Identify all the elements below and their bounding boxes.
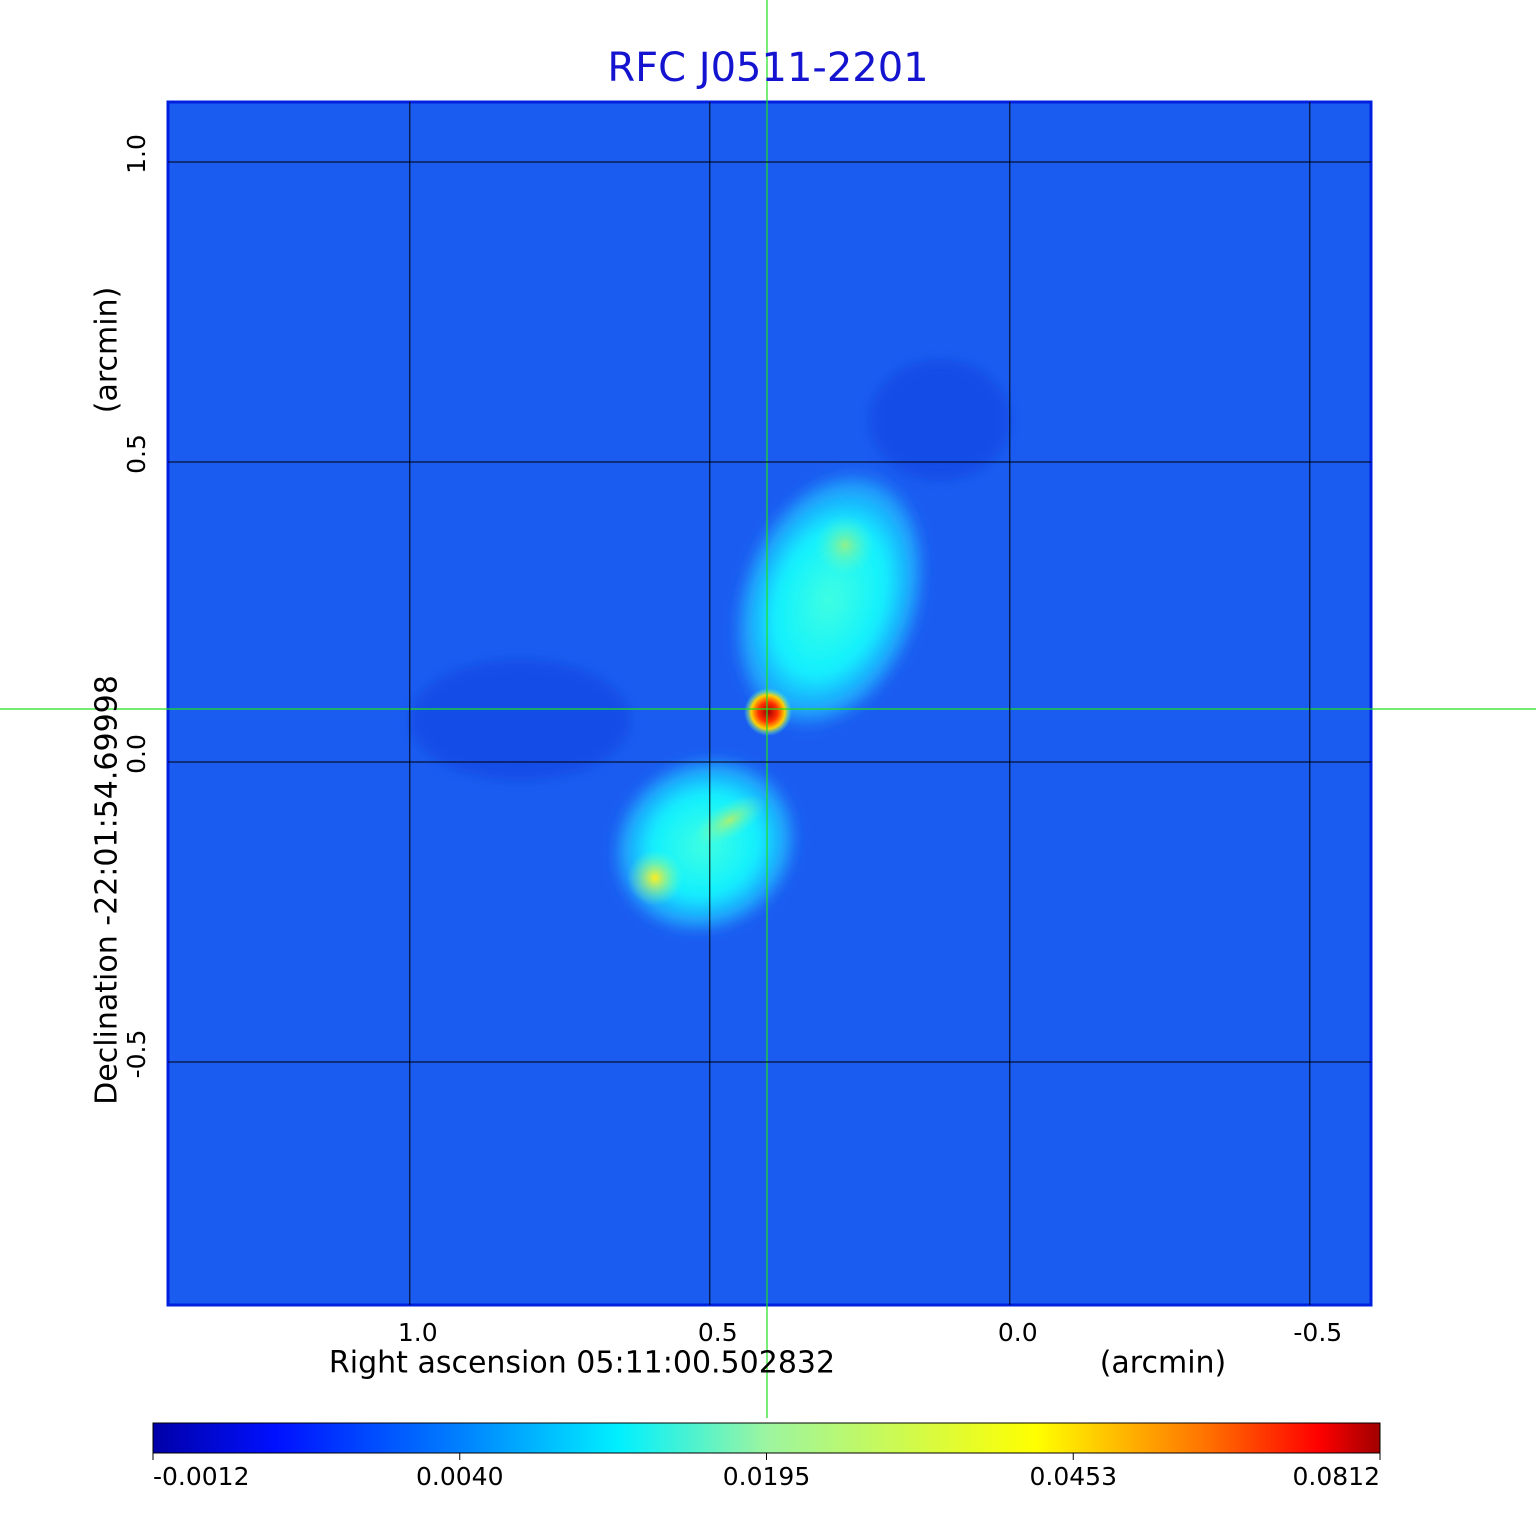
chart-title: RFC J0511-2201: [607, 45, 928, 91]
colorbar-tick-label: 0.0040: [416, 1462, 503, 1491]
sky-image: [168, 102, 1371, 1305]
x-tick-label: 1.0: [398, 1318, 438, 1347]
x-axis-unit: (arcmin): [1100, 1346, 1227, 1381]
colorbar-tick-label: 0.0195: [723, 1462, 810, 1491]
colorbar-tick-label: 0.0812: [1293, 1462, 1380, 1491]
y-tick-label: 1.0: [122, 134, 151, 174]
colorbar-tick-label: -0.0012: [153, 1462, 250, 1491]
y-tick-label: -0.5: [122, 1030, 151, 1079]
colorbar-tick-label: 0.0453: [1030, 1462, 1117, 1491]
y-axis-unit: (arcmin): [90, 287, 125, 414]
x-tick-label: 0.0: [998, 1318, 1038, 1347]
y-tick-label: 0.5: [122, 434, 151, 474]
x-axis-label: Right ascension 05:11:00.502832: [329, 1346, 835, 1381]
colorbar: [152, 1422, 1381, 1454]
x-tick-label: 0.5: [698, 1318, 738, 1347]
y-axis-label: Declination -22:01:54.69998: [90, 675, 125, 1105]
plot-frame: [166, 100, 1373, 1307]
y-tick-label: 0.0: [122, 734, 151, 774]
x-tick-label: -0.5: [1293, 1318, 1342, 1347]
